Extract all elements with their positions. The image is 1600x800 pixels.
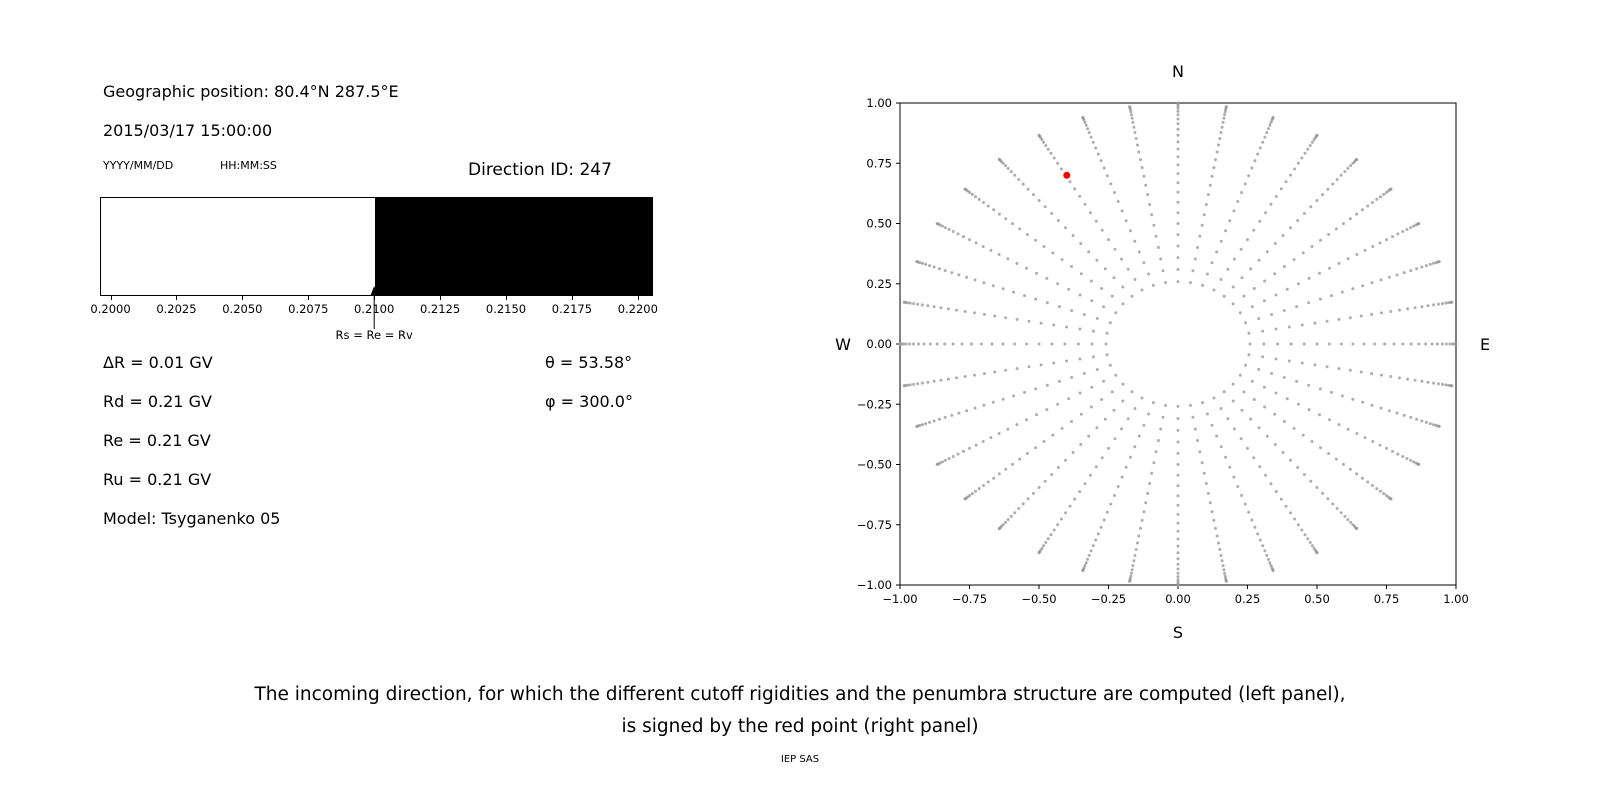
- geographic-position-label: Geographic position: 80.4°N 287.5°E: [103, 82, 399, 101]
- compass-west-label: W: [835, 335, 851, 354]
- penumbra-x-axis: 0.2000 0.2025 0.2050 0.2075 0.2100 0.2125 0.21…: [90, 296, 658, 324]
- penumbra-tick-label: 0.2000: [90, 302, 131, 316]
- figure-caption-line2: is signed by the red point (right panel): [621, 716, 979, 737]
- compass-north-label: N: [1172, 62, 1184, 81]
- penumbra-tick-label: 0.2150: [485, 302, 527, 316]
- y-tick-label: −0.50: [857, 458, 892, 472]
- y-tick-label: 0.25: [866, 277, 892, 291]
- compass-east-label: E: [1480, 335, 1490, 354]
- y-tick-label: −0.25: [857, 397, 892, 411]
- x-tick-label: −0.25: [1091, 592, 1126, 606]
- figure-caption-line1: The incoming direction, for which the di…: [254, 684, 1346, 705]
- time-format-label: HH:MM:SS: [220, 159, 277, 172]
- direction-id-title: Direction ID: 247: [468, 160, 612, 180]
- x-tick-label: 0.25: [1235, 592, 1261, 606]
- datetime-label: 2015/03/17 15:00:00: [103, 121, 273, 140]
- model-label: Model: Tsyganenko 05: [103, 509, 281, 528]
- x-tick-label: −1.00: [882, 592, 917, 606]
- penumbra-tick-label: 0.2200: [617, 302, 658, 316]
- delta-r-value: ΔR = 0.01 GV: [103, 353, 213, 372]
- date-format-label: YYYY/MM/DD: [103, 159, 174, 172]
- penumbra-tick: [242, 296, 244, 300]
- penumbra-segment: [101, 198, 376, 295]
- penumbra-chart: [100, 197, 653, 296]
- compass-south-label: S: [1173, 623, 1183, 642]
- penumbra-tick-label: 0.2175: [551, 302, 593, 316]
- plot-border: [899, 102, 1457, 586]
- re-value: Re = 0.21 GV: [103, 431, 211, 450]
- theta-value: θ = 53.58°: [545, 353, 633, 372]
- x-tick-label: 0.75: [1374, 592, 1400, 606]
- y-tick-label: 0.50: [866, 217, 892, 231]
- penumbra-tick: [506, 296, 507, 300]
- x-tick-label: −0.50: [1021, 592, 1056, 606]
- x-tick-label: 0.50: [1304, 592, 1330, 606]
- penumbra-segment: [375, 198, 652, 295]
- penumbra-tick-label: 0.2050: [222, 302, 263, 316]
- red-point: [1063, 171, 1071, 179]
- penumbra-tick: [637, 296, 639, 300]
- penumbra-tick: [308, 296, 310, 300]
- y-tick-label: −0.75: [857, 518, 892, 532]
- penumbra-tick: [571, 296, 573, 300]
- penumbra-tick: [110, 296, 112, 300]
- ru-value: Ru = 0.21 GV: [103, 470, 212, 489]
- x-tick-label: 1.00: [1443, 592, 1469, 606]
- penumbra-tick-label: 0.2100: [354, 302, 395, 316]
- penumbra-tick: [374, 296, 376, 300]
- y-tick-label: 0.00: [866, 337, 892, 351]
- y-tick-label: 0.75: [866, 156, 892, 170]
- direction-grid-dots: [898, 101, 1458, 587]
- cutoff-marker-label: Rs = Re = Rv: [335, 328, 413, 342]
- rd-value: Rd = 0.21 GV: [103, 392, 212, 411]
- direction-plot: −1.00 −0.75 −0.50 −0.25 0.00 0.25 0.50 0.75 1.00…: [835, 62, 1490, 642]
- penumbra-tick-label: 0.2075: [288, 302, 329, 316]
- y-tick-label: −1.00: [857, 578, 892, 592]
- x-tick-label: −0.75: [952, 592, 987, 606]
- penumbra-tick-label: 0.2025: [156, 302, 197, 316]
- penumbra-tick: [176, 296, 178, 300]
- x-tick-label: 0.00: [1165, 592, 1191, 606]
- penumbra-tick-label: 0.2125: [419, 302, 461, 316]
- penumbra-tick: [440, 296, 442, 300]
- credit-label: IEP SAS: [780, 754, 820, 765]
- y-tick-label: 1.00: [866, 96, 892, 110]
- phi-value: φ = 300.0°: [545, 392, 633, 411]
